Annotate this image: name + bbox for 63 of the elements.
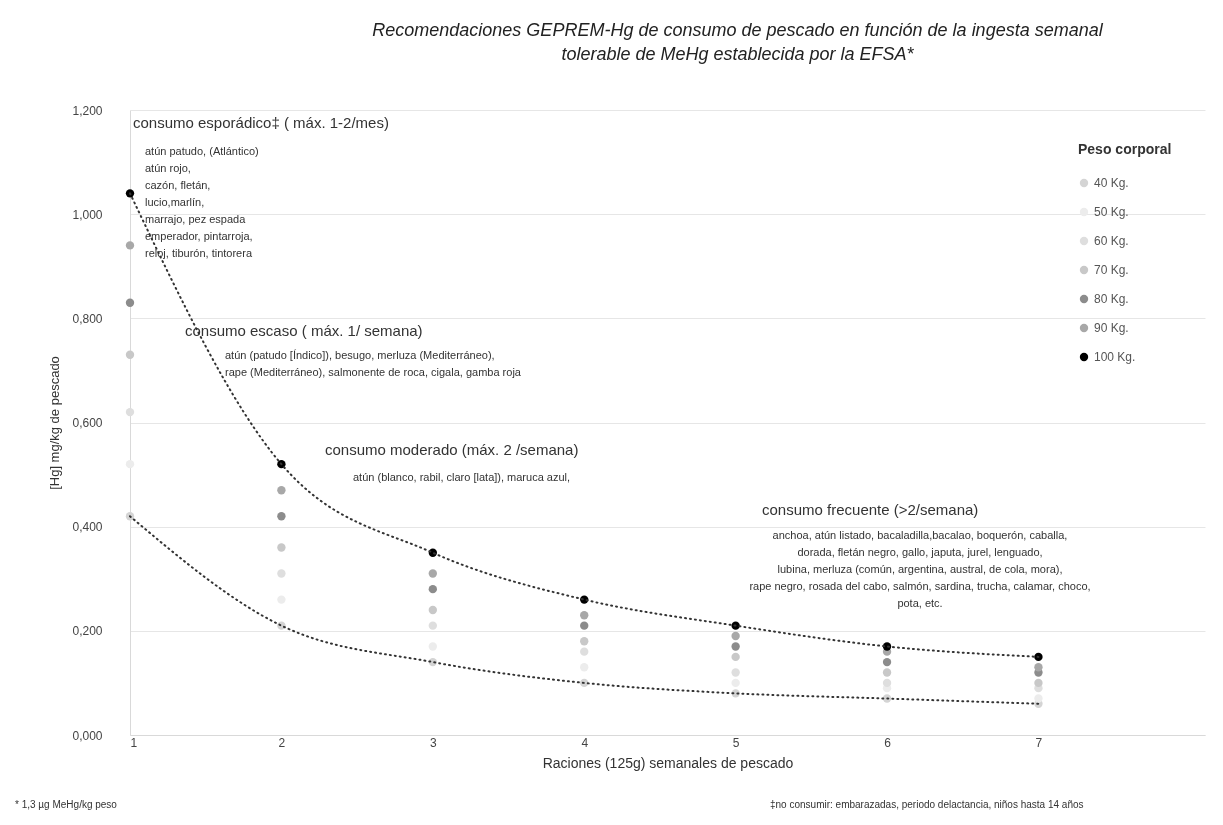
x-tick-label: 1	[130, 735, 138, 750]
annotation: anchoa, atún listado, bacaladilla,bacalao, boquerón, caballa, dorada, fletán negro, gallo, japuta, jurel, lenguado, lubina, merluza (común, argentina, austral, de cola, mora), rape negro, rosada del cabo, salmón, sardina, trucha, calamar, choco, pota, etc.	[749, 529, 1091, 609]
legend-label: 80 Kg.	[1094, 292, 1129, 306]
legend-label: 50 Kg.	[1094, 205, 1129, 219]
chart-title: Recomendaciones GEPREM-Hg de consumo de pescado en función de la ingesta semanal tolerable de MeHg establecida por la EFSA*	[372, 20, 1104, 64]
text: ‡no consumir: embarazadas, periodo delactancia, niños hasta 14 años	[770, 799, 1084, 810]
y-tick-label: 0,600	[72, 416, 103, 430]
point	[125, 459, 135, 469]
legend-label: 100 Kg.	[1094, 350, 1136, 364]
text: * 1,3 µg MeHg/kg peso	[15, 799, 118, 810]
x-tick-label: 6	[884, 735, 892, 750]
legend-label: 60 Kg.	[1094, 234, 1129, 248]
point	[580, 647, 589, 656]
point	[1034, 663, 1043, 672]
point	[1034, 652, 1043, 662]
x-axis-title: Raciones (125g) semanales de pescado	[542, 754, 794, 771]
y-tick-label: 1,000	[72, 207, 103, 222]
annotation: consumo escaso ( máx. 1/ semana)	[185, 322, 423, 339]
y-tick-label: 1,200	[72, 103, 103, 118]
point	[882, 668, 892, 677]
point	[428, 569, 437, 578]
x-tick-label: 4	[581, 735, 589, 750]
point	[428, 584, 437, 594]
point	[277, 512, 286, 521]
point	[882, 657, 892, 667]
legend-label: 70 Kg.	[1094, 263, 1129, 277]
point	[125, 298, 135, 307]
x-tick-label: 7	[1035, 735, 1043, 750]
annotation: atún (patudo [Índico]), besugo, merluza (Mediterráneo), rape (Mediterráneo), salmonente de roca, cigala, gamba roja	[225, 349, 522, 378]
legend-title: Peso corporal	[1078, 141, 1172, 157]
y-tick-label: 0,000	[72, 728, 103, 743]
x-tick-label: 5	[732, 735, 740, 750]
legend-label: 90 Kg.	[1094, 321, 1129, 335]
point	[731, 668, 740, 677]
point	[1034, 694, 1043, 703]
point	[580, 621, 589, 630]
point	[882, 678, 892, 688]
point	[731, 631, 740, 641]
point	[580, 611, 589, 620]
y-tick-label: 0,200	[72, 624, 103, 639]
point	[277, 543, 286, 552]
point	[277, 569, 286, 578]
point	[731, 678, 740, 688]
legend-label: 40 Kg.	[1094, 176, 1129, 190]
point	[580, 637, 589, 646]
x-tick-label: 3	[429, 735, 437, 750]
annotation: atún (blanco, rabil, claro [lata]), maruca azul,	[353, 471, 571, 483]
point	[731, 642, 740, 651]
point	[125, 350, 135, 359]
point	[731, 652, 740, 662]
point	[277, 486, 286, 495]
y-tick-label: 0,400	[72, 520, 103, 535]
point	[125, 241, 135, 250]
annotation: consumo esporádico‡ ( máx. 1-2/mes)	[133, 114, 389, 131]
point	[1034, 678, 1043, 688]
point	[428, 621, 437, 630]
point	[125, 407, 135, 417]
x-tick-label: 2	[278, 735, 286, 750]
y-axis-title: [Hg] mg/kg de pescado	[47, 356, 63, 490]
y-tick-label: 0,800	[72, 311, 103, 326]
point	[428, 605, 437, 615]
annotation: consumo frecuente (>2/semana)	[762, 501, 979, 518]
annotation: consumo moderado (máx. 2 /semana)	[325, 441, 579, 458]
